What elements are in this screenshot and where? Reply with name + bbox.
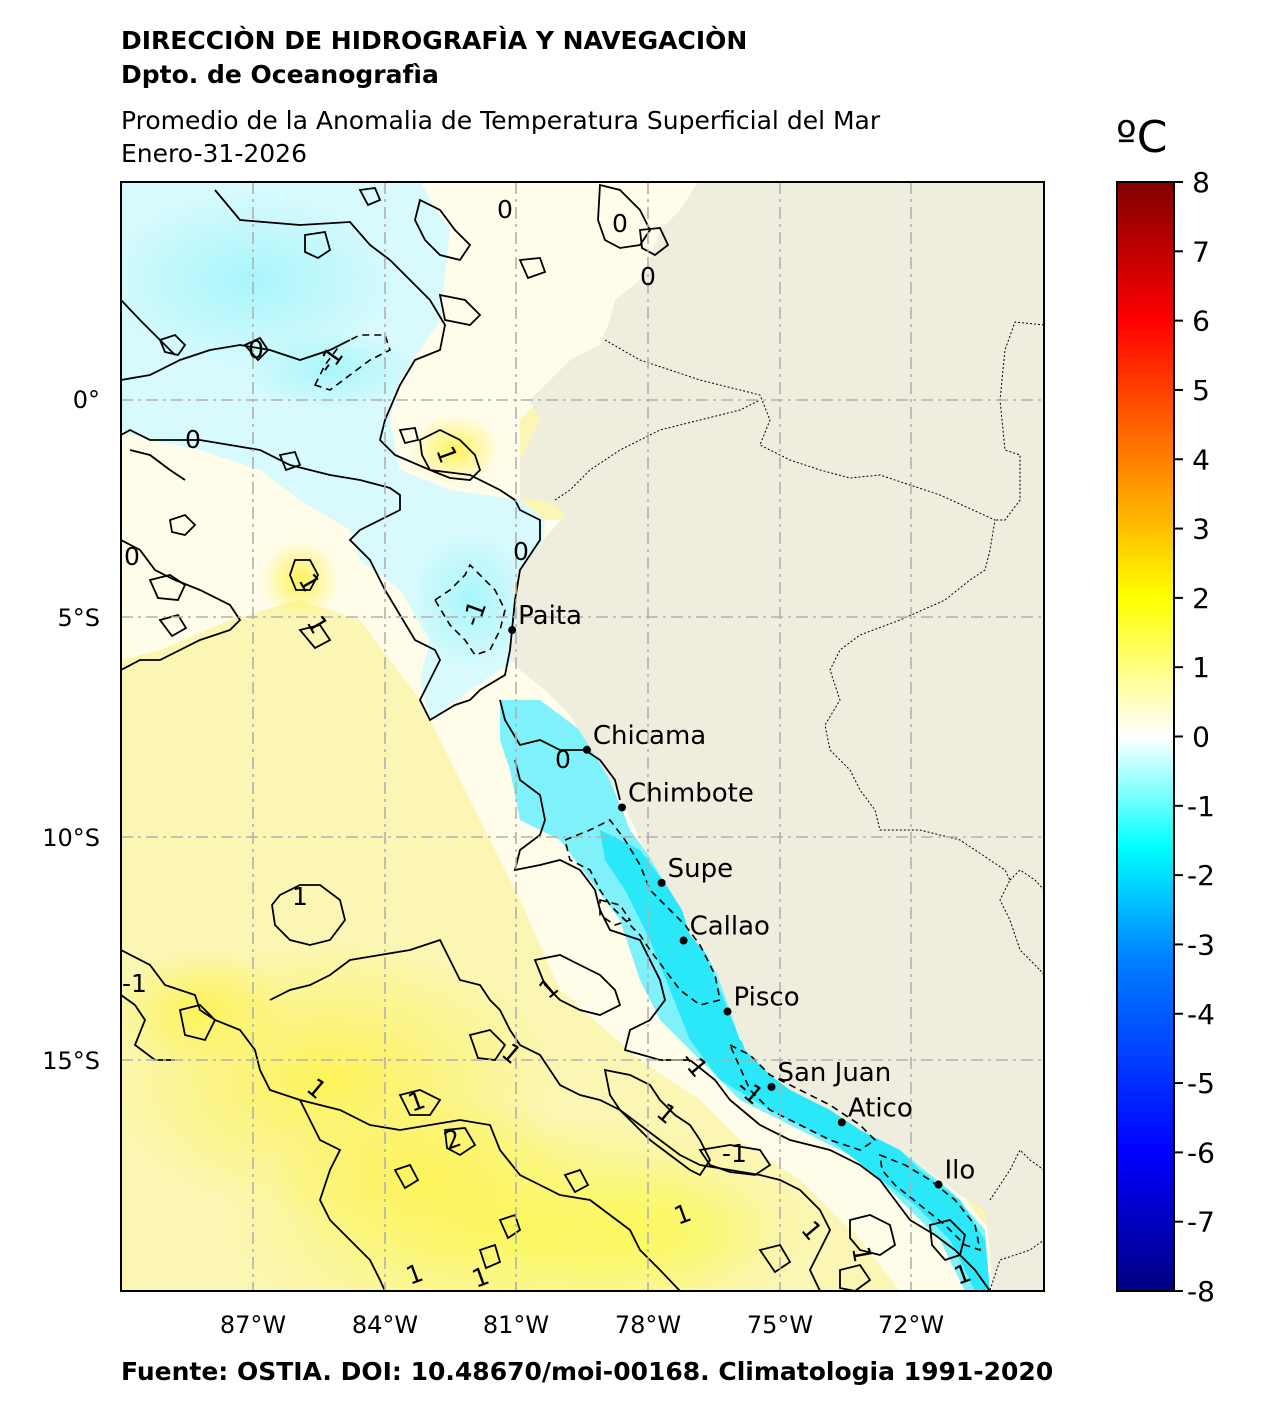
colorbar-tick-label: 0 <box>1192 721 1210 754</box>
colorbar-tick-label: 7 <box>1192 235 1210 268</box>
port-label: Supe <box>668 854 733 884</box>
colorbar-tick-label: 2 <box>1192 582 1210 615</box>
colorbar-tick-label: -2 <box>1187 859 1215 892</box>
department-title: Dpto. de Oceanografìa <box>121 60 439 89</box>
lon-tick-label: 81°W <box>483 1311 549 1339</box>
contour-label: 0 <box>555 745 571 774</box>
lon-tick-label: 87°W <box>220 1311 286 1339</box>
port-markers: Paita Chicama Chimbote Supe Callao Pisco San J… <box>508 601 975 1189</box>
colorbar-tick-label: -4 <box>1187 998 1215 1031</box>
port-marker <box>767 1082 776 1091</box>
port-marker <box>837 1118 846 1127</box>
colorbar <box>1116 181 1175 1292</box>
contour-label: -1 <box>122 969 147 998</box>
graticule <box>121 182 1044 1291</box>
colorbar-tick-label: -6 <box>1187 1136 1215 1169</box>
sst-anomaly-field: 0 0 0 0 0 0 0 0 -1 1 1 1 -1 1 -1 1 1 1 1… <box>121 182 1044 1291</box>
lon-tick-label: 84°W <box>352 1311 418 1339</box>
port-marker <box>508 626 517 635</box>
contour-label: 0 <box>497 195 513 224</box>
port-marker <box>657 878 666 887</box>
map-frame <box>120 181 1045 1292</box>
contour-label: 0 <box>612 209 628 238</box>
colorbar-tick-label: -1 <box>1187 790 1215 823</box>
data-source: Fuente: OSTIA. DOI: 10.48670/moi-00168. … <box>121 1357 1054 1386</box>
map-date: Enero-31-2026 <box>121 139 307 168</box>
colorbar-tick-label: -5 <box>1187 1067 1215 1100</box>
colorbar-tick-label: 8 <box>1192 166 1210 199</box>
colorbar-unit: ºC <box>1116 112 1168 163</box>
port-marker <box>934 1180 943 1189</box>
contour-label: 0 <box>185 425 201 454</box>
port-label: Chimbote <box>628 778 754 808</box>
axis-tick-labels: 87°W 84°W 81°W 78°W 75°W 72°W 0° 5°S 10°… <box>42 386 944 1339</box>
lon-tick-label: 72°W <box>878 1311 944 1339</box>
contour-label: 0 <box>248 335 264 364</box>
colorbar-tick-label: 4 <box>1192 443 1210 476</box>
negative-contours <box>313 334 982 1252</box>
port-label: Pisco <box>734 983 800 1013</box>
contour-label: 0 <box>513 537 529 566</box>
colorbar-ticks: 8 7 6 5 4 3 2 1 0 -1 -2 -3 -4 -5 -6 -7 -8 <box>1174 166 1215 1308</box>
lon-tick-label: 75°W <box>747 1311 813 1339</box>
lat-tick-label: 5°S <box>57 604 100 632</box>
port-label: Paita <box>518 601 582 631</box>
map-title: Promedio de la Anomalia de Temperatura S… <box>121 106 881 135</box>
contour-label: 1 <box>846 1244 877 1265</box>
contour-label: 0 <box>640 262 656 291</box>
contour-lines <box>121 183 991 1291</box>
colorbar-tick-label: 1 <box>1192 651 1210 684</box>
lat-tick-label: 0° <box>73 386 100 414</box>
contour-label: -1 <box>722 1139 747 1168</box>
lon-tick-label: 78°W <box>615 1311 681 1339</box>
port-label: Atico <box>848 1093 913 1123</box>
contour-label: 0 <box>124 542 140 571</box>
port-label: San Juan <box>777 1058 891 1088</box>
institution-title: DIRECCIÒN DE HIDROGRAFÌA Y NAVEGACIÒN <box>121 26 748 55</box>
port-label: Callao <box>690 912 770 942</box>
colorbar-tick-label: -8 <box>1187 1275 1215 1308</box>
port-label: Ilo <box>945 1156 976 1186</box>
colorbar-tick-label: -3 <box>1187 928 1215 961</box>
lat-tick-label: 10°S <box>42 824 100 852</box>
colorbar-tick-label: 6 <box>1192 305 1210 338</box>
colorbar-tick-label: 5 <box>1192 374 1210 407</box>
port-marker <box>618 803 627 812</box>
colorbar-tick-label: -7 <box>1187 1206 1215 1239</box>
port-marker <box>679 936 688 945</box>
port-marker <box>582 745 591 754</box>
port-marker <box>723 1007 732 1016</box>
colorbar-tick-label: 3 <box>1192 513 1210 546</box>
contour-label: 1 <box>292 882 308 911</box>
lat-tick-label: 15°S <box>42 1047 100 1075</box>
port-label: Chicama <box>593 721 706 751</box>
